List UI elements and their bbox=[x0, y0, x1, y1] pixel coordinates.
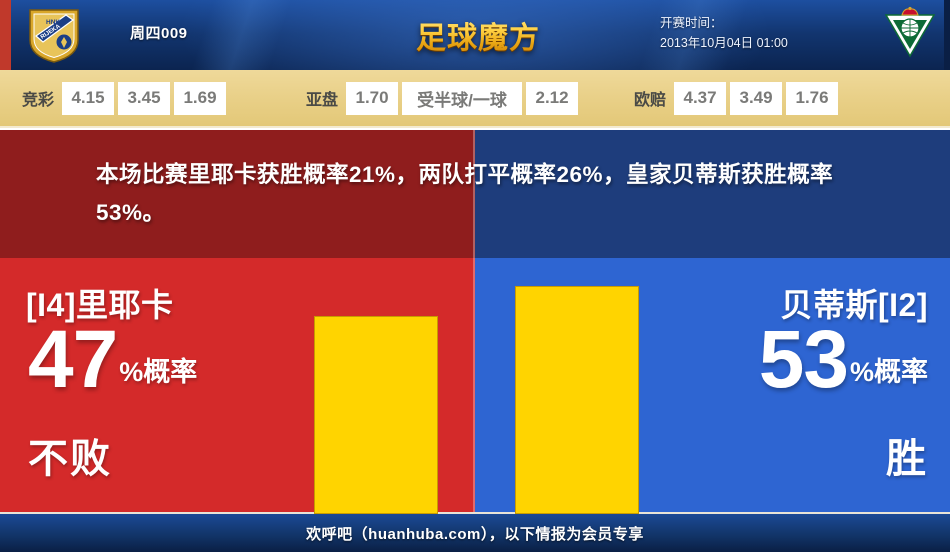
odds-cell-yapan-away[interactable]: 2.12 bbox=[526, 81, 579, 115]
away-outcome-label: 胜 bbox=[886, 437, 928, 481]
home-probability-bar bbox=[314, 316, 438, 514]
header-right-accent bbox=[944, 0, 950, 70]
odds-cell-jingcai-draw[interactable]: 3.45 bbox=[118, 81, 171, 115]
odds-cell-oupei-home[interactable]: 4.37 bbox=[674, 81, 727, 115]
odds-cell-jingcai-away[interactable]: 1.69 bbox=[174, 81, 227, 115]
odds-group-label: 欧赔 bbox=[634, 92, 667, 109]
odds-group-label: 竞彩 bbox=[22, 92, 55, 109]
odds-group-oupei: 欧赔 4.37 3.49 1.76 bbox=[634, 81, 842, 115]
odds-group-label: 亚盘 bbox=[306, 92, 339, 109]
away-probability-value: 53 bbox=[758, 314, 849, 405]
center-divider bbox=[473, 130, 475, 512]
away-team-crest-icon bbox=[884, 6, 936, 58]
prediction-summary-text: 本场比赛里耶卡获胜概率21%，两队打平概率26%，皇家贝蒂斯获胜概率53%。 bbox=[96, 162, 834, 225]
header-bar: HNK RIJEKA 周四009 足球魔方 开赛时间： 2013年10月04日 … bbox=[0, 0, 950, 70]
away-probability-suffix: %概率 bbox=[849, 357, 928, 387]
odds-cell-oupei-draw[interactable]: 3.49 bbox=[730, 81, 783, 115]
odds-group-jingcai: 竞彩 4.15 3.45 1.69 bbox=[22, 81, 230, 115]
odds-bar: 竞彩 4.15 3.45 1.69 亚盘 1.70 受半球/一球 2.12 欧赔… bbox=[0, 70, 950, 128]
kickoff-time-block: 开赛时间： 2013年10月04日 01:00 bbox=[660, 13, 788, 53]
odds-cell-jingcai-home[interactable]: 4.15 bbox=[62, 81, 115, 115]
header-left-accent bbox=[0, 0, 11, 70]
kickoff-label: 开赛时间： bbox=[660, 16, 723, 30]
home-team-block: [I4]里耶卡 47 %概率 不败 bbox=[26, 258, 296, 512]
home-team-name: [I4]里耶卡 bbox=[26, 287, 174, 323]
odds-cell-yapan-home[interactable]: 1.70 bbox=[346, 81, 399, 115]
brand-logo[interactable]: 足球魔方 bbox=[398, 6, 558, 64]
odds-cell-yapan-handicap[interactable]: 受半球/一球 bbox=[402, 81, 523, 115]
footer-bar: 欢呼吧（huanhuba.com），以下情报为会员专享 bbox=[0, 512, 950, 552]
match-number: 周四009 bbox=[130, 25, 188, 42]
away-probability-bar bbox=[515, 286, 639, 514]
home-outcome-label: 不败 bbox=[28, 437, 112, 481]
away-team-block: 贝蒂斯[I2] 53 %概率 胜 bbox=[638, 258, 928, 512]
home-probability-row: 47 %概率 bbox=[26, 314, 298, 405]
footer-promo-text[interactable]: 欢呼吧（huanhuba.com），以下情报为会员专享 bbox=[306, 525, 644, 543]
away-probability-row: 53 %概率 bbox=[638, 314, 928, 405]
home-summary-band bbox=[0, 130, 475, 258]
away-summary-band bbox=[475, 130, 950, 258]
home-probability-value: 47 bbox=[28, 314, 118, 405]
brand-logo-text: 足球魔方 bbox=[416, 13, 540, 57]
away-team-name: 贝蒂斯[I2] bbox=[780, 287, 928, 323]
odds-cell-oupei-away[interactable]: 1.76 bbox=[786, 81, 839, 115]
probability-panel bbox=[0, 130, 950, 514]
home-probability-suffix: %概率 bbox=[119, 357, 198, 387]
kickoff-value: 2013年10月04日 01:00 bbox=[660, 36, 788, 50]
svg-text:HNK: HNK bbox=[46, 19, 60, 26]
odds-group-yapan: 亚盘 1.70 受半球/一球 2.12 bbox=[306, 81, 582, 115]
home-team-crest-icon: HNK RIJEKA bbox=[29, 9, 79, 63]
